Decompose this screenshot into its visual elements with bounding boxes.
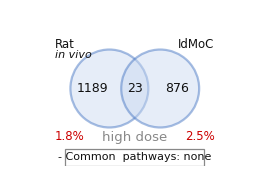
Circle shape [70, 50, 148, 128]
Text: 1.8%: 1.8% [55, 130, 85, 143]
FancyBboxPatch shape [65, 149, 204, 165]
Text: 876: 876 [165, 82, 189, 95]
Text: - Common  pathways: none: - Common pathways: none [58, 152, 211, 162]
Text: 2.5%: 2.5% [185, 130, 214, 143]
Text: IdMoC: IdMoC [178, 38, 214, 51]
Text: 23: 23 [127, 82, 143, 95]
Text: Rat: Rat [55, 38, 75, 51]
Text: in vivo: in vivo [55, 50, 92, 60]
Text: 1189: 1189 [77, 82, 108, 95]
Circle shape [121, 50, 199, 128]
Text: high dose: high dose [102, 131, 168, 144]
